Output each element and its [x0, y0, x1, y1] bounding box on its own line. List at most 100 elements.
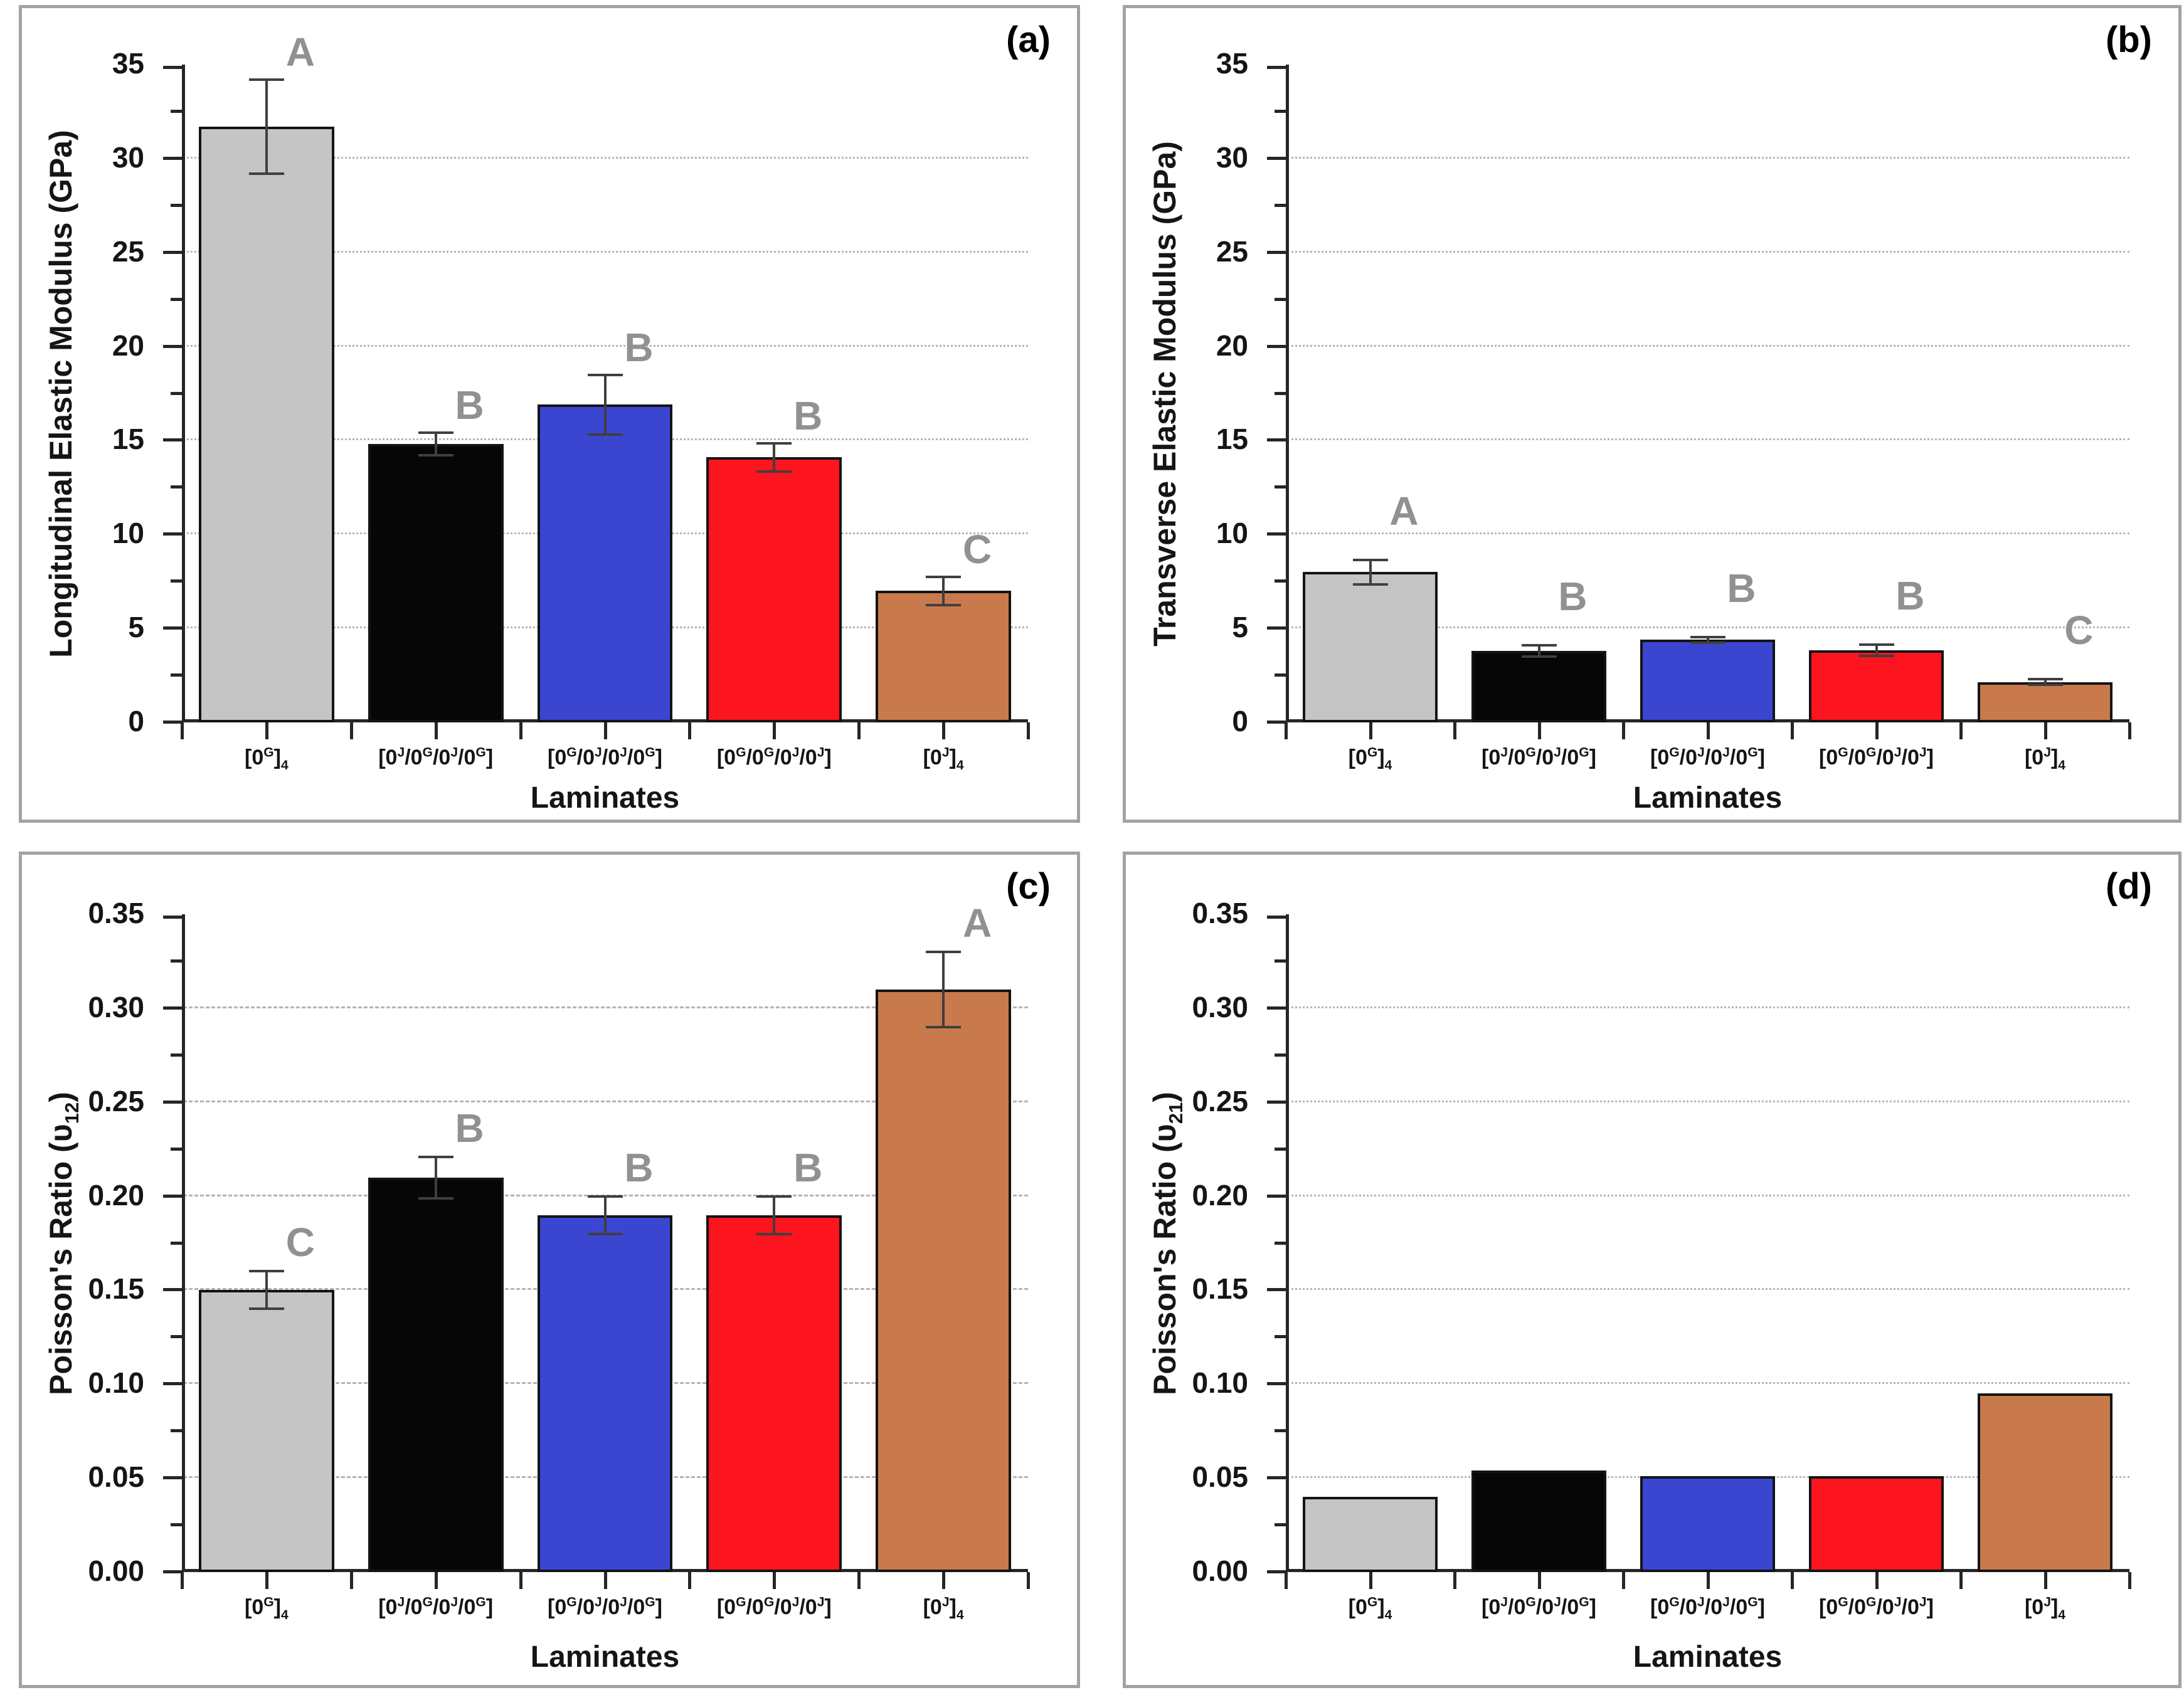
y-minor-tick: [171, 579, 182, 583]
stat-group-letter: B: [455, 1105, 484, 1151]
y-minor-tick: [1275, 579, 1286, 583]
bar-[0^{G}/0^{G}/0^{J}/0^{J}]: [706, 1215, 842, 1572]
x-tick: [1622, 1572, 1625, 1589]
bar-[0^{J}]_{4}: [876, 591, 1011, 722]
y-major-tick: [1267, 438, 1286, 442]
x-tick: [349, 1572, 353, 1589]
y-tick-label: 20: [1216, 329, 1248, 362]
bar-[0^{J}]_{4}: [1977, 682, 2113, 722]
bar-[0^{G}]_{4}: [1302, 572, 1438, 722]
x-category-label: [0G]4: [1348, 745, 1392, 773]
error-bar-cap-bottom: [587, 1232, 623, 1235]
x-tick: [1959, 1572, 1963, 1589]
stat-group-letter: B: [624, 324, 654, 370]
y-axis-title: Longitudinal Elastic Modulus (GPa): [43, 129, 78, 658]
x-category-label: [0J]4: [923, 745, 964, 773]
y-minor-tick: [171, 109, 182, 113]
gridline: [183, 1100, 1028, 1102]
bar-[0^{G}/0^{G}/0^{J}/0^{J}]: [706, 457, 842, 722]
x-category-label: [0G]4: [245, 1595, 289, 1622]
x-tick: [434, 1572, 438, 1589]
x-tick: [1537, 722, 1541, 739]
y-tick-label: 0.15: [1192, 1272, 1248, 1306]
bar-[0^{G}]_{4}: [1302, 1497, 1438, 1572]
chart-panel-d: (d) Poisson's Ratio (υ21) 0.00 0.05 0.10 0.…: [1123, 852, 2181, 1688]
gridline: [1287, 1100, 2129, 1102]
error-bar-cap-top: [1352, 558, 1388, 561]
y-major-tick: [163, 344, 182, 348]
y-minor-tick: [1275, 1429, 1286, 1433]
error-bar: [265, 1271, 268, 1309]
error-bar-cap-bottom: [1858, 654, 1894, 657]
chart-panel-c: (c) Poisson's Ratio (υ12) 0.00 0.05 0.10 0.…: [19, 852, 1080, 1688]
stat-group-letter: C: [2064, 608, 2094, 653]
bar-[0^{G}/0^{J}/0^{J}/0^{G}]: [1640, 1476, 1776, 1572]
x-tick: [2044, 722, 2047, 739]
stat-group-letter: B: [793, 393, 823, 438]
gridline: [1287, 532, 2129, 535]
y-minor-tick: [171, 1241, 182, 1245]
x-category-label: [0G/0J/0J/0G]: [1650, 745, 1765, 769]
x-tick: [1285, 722, 1288, 739]
x-tick: [773, 1572, 777, 1589]
error-bar: [265, 80, 268, 174]
bar-[0^{J}/0^{G}/0^{J}/0^{G}]: [368, 444, 504, 722]
y-major-tick: [163, 1194, 182, 1198]
x-category-label: [0J]4: [2024, 1595, 2066, 1622]
y-minor-tick: [171, 1053, 182, 1057]
y-tick-label: 0.20: [1192, 1178, 1248, 1212]
error-bar-cap-top: [926, 950, 962, 953]
y-major-tick: [163, 1570, 182, 1573]
x-tick: [1369, 1572, 1372, 1589]
y-axis-line: [1286, 65, 1289, 722]
y-major-tick: [163, 250, 182, 254]
error-bar-cap-bottom: [248, 172, 284, 175]
stat-group-letter: B: [1895, 573, 1925, 618]
y-minor-tick: [1275, 673, 1286, 677]
y-tick-label: 0.30: [1192, 990, 1248, 1023]
x-category-label: [0J/0G/0J/0G]: [378, 1595, 494, 1619]
y-major-tick: [1267, 916, 1286, 919]
error-bar-cap-top: [756, 1195, 792, 1198]
x-tick: [2044, 1572, 2047, 1589]
y-tick-label: 35: [112, 47, 144, 80]
x-tick: [1875, 1572, 1879, 1589]
plot-area: 0 5 10 15 20 25 30 35 A [0G]4 B [0J/0G/0J/0G] B [0G/0…: [112, 32, 1030, 772]
error-bar: [434, 433, 437, 456]
error-bar: [1369, 559, 1372, 584]
y-major-tick: [163, 1100, 182, 1104]
y-major-tick: [1267, 1006, 1286, 1010]
y-minor-tick: [171, 959, 182, 963]
bar-[0^{G}]_{4}: [198, 126, 334, 722]
y-tick-label: 0.15: [88, 1272, 144, 1306]
y-major-tick: [163, 916, 182, 919]
y-tick-label: 0.35: [88, 897, 144, 929]
error-bar-cap-bottom: [418, 1196, 453, 1200]
gridline: [1287, 1382, 2129, 1385]
y-axis-line: [1286, 914, 1289, 1572]
chart-panel-b: (b) Transverse Elastic Modulus (GPa) 0 5 1…: [1123, 5, 2181, 823]
x-tick: [265, 1572, 268, 1589]
bar-[0^{J}/0^{G}/0^{J}/0^{G}]: [1471, 1471, 1607, 1572]
y-major-tick: [163, 1288, 182, 1292]
error-bar-cap-top: [2027, 678, 2063, 681]
x-tick: [1027, 722, 1030, 739]
error-bar: [1875, 644, 1878, 656]
x-tick: [857, 1572, 861, 1589]
y-tick-label: 0.30: [88, 990, 144, 1023]
y-tick-label: 30: [112, 140, 144, 174]
y-major-tick: [1267, 250, 1286, 254]
x-tick: [1622, 722, 1625, 739]
stat-group-letter: B: [793, 1144, 823, 1190]
y-major-tick: [1267, 721, 1286, 724]
y-axis-title: Poisson's Ratio (υ12): [43, 1091, 83, 1395]
x-axis-title: Laminates: [530, 1640, 680, 1674]
x-category-label: [0J]4: [2024, 745, 2066, 773]
error-bar-cap-bottom: [756, 1232, 792, 1235]
stat-group-letter: B: [624, 1144, 654, 1190]
x-axis-title: Laminates: [1633, 781, 1783, 815]
x-tick: [857, 722, 861, 739]
y-minor-tick: [1275, 485, 1286, 489]
y-minor-tick: [171, 673, 182, 677]
y-tick-label: 25: [112, 235, 144, 268]
